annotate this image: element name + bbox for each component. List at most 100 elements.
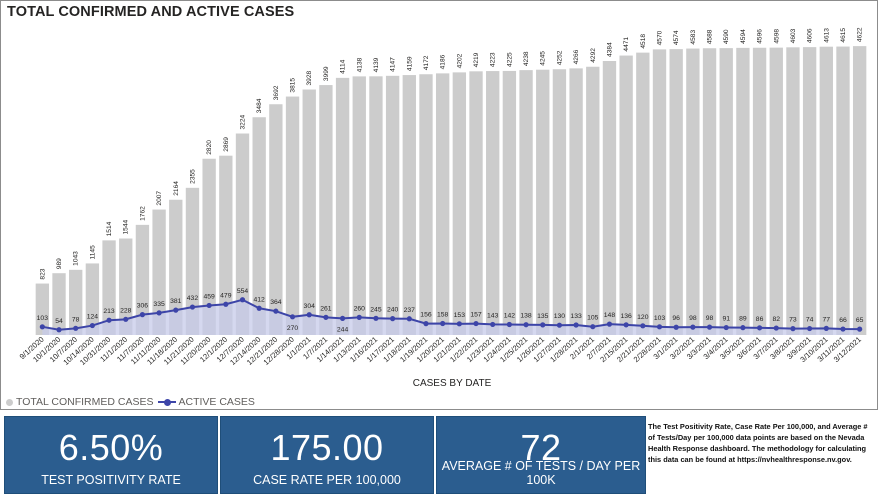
active-line-group xyxy=(39,297,863,333)
line-data-label: 381 xyxy=(170,298,182,305)
line-label-group: 103 54 78 124 213 228 306 335 381 432 459 479 554 412… xyxy=(37,288,864,334)
bar-data-label: 989 xyxy=(56,258,63,269)
chart-plot: 823 989 1043 1145 1514 1544 1762 2007 2164 2355 28… xyxy=(0,0,878,410)
active-point xyxy=(339,315,346,321)
bar xyxy=(602,61,617,335)
line-data-label: 554 xyxy=(237,288,249,295)
line-data-label: 78 xyxy=(72,316,80,323)
bar xyxy=(719,48,733,335)
active-point xyxy=(356,314,362,320)
active-point xyxy=(323,314,329,320)
bar-data-label: 4219 xyxy=(473,52,480,67)
kpi-label-case-rate: CASE RATE PER 100,000 xyxy=(253,473,401,487)
bar-data-label: 4245 xyxy=(540,51,547,66)
active-point xyxy=(790,326,796,332)
active-point xyxy=(840,326,846,332)
bar-data-label: 4238 xyxy=(523,51,530,66)
line-data-label: 91 xyxy=(722,316,730,323)
bar xyxy=(769,47,783,335)
x-axis-title: CASES BY DATE xyxy=(413,378,492,389)
active-point xyxy=(306,312,312,318)
bar-data-label: 2164 xyxy=(173,181,180,196)
active-point xyxy=(139,312,146,318)
line-data-label: 148 xyxy=(604,312,616,319)
bar xyxy=(102,240,116,335)
bar-data-label: 4603 xyxy=(790,28,797,43)
bar xyxy=(569,68,583,335)
active-point xyxy=(540,322,546,328)
bar xyxy=(135,224,150,335)
bar-data-label: 4590 xyxy=(723,29,730,44)
active-point xyxy=(656,324,663,330)
line-data-label: 479 xyxy=(220,292,232,299)
bar xyxy=(319,85,333,335)
kpi-card-positivity: 6.50% TEST POSITIVITY RATE xyxy=(4,416,218,494)
line-data-label: 459 xyxy=(203,293,215,300)
bar-data-label: 4574 xyxy=(673,30,680,45)
line-data-label: 158 xyxy=(437,312,449,319)
active-point xyxy=(239,297,246,303)
active-point xyxy=(189,304,196,310)
bar xyxy=(69,269,83,335)
bar-data-label: 4615 xyxy=(840,28,847,43)
legend-label-total: TOTAL CONFIRMED CASES xyxy=(16,396,154,408)
active-point xyxy=(39,324,45,330)
kpi-label-positivity: TEST POSITIVITY RATE xyxy=(41,473,181,487)
bar-data-label: 4583 xyxy=(690,30,697,45)
line-data-label: 98 xyxy=(689,315,697,322)
active-point xyxy=(173,307,179,313)
bar-data-label: 4252 xyxy=(556,50,563,65)
active-point xyxy=(807,325,813,332)
active-point xyxy=(223,301,229,307)
active-point xyxy=(256,305,262,311)
bar xyxy=(702,48,717,335)
line-data-label: 270 xyxy=(287,325,299,332)
line-data-label: 86 xyxy=(756,316,764,323)
kpi-card-case-rate: 175.00 CASE RATE PER 100,000 xyxy=(220,416,434,494)
bar xyxy=(852,46,867,335)
bar xyxy=(586,66,600,335)
bar-data-label: 4202 xyxy=(456,53,463,68)
active-point xyxy=(56,327,62,333)
bar xyxy=(35,283,50,335)
line-data-label: 124 xyxy=(87,314,99,321)
kpi-value-case-rate: 175.00 xyxy=(270,427,384,468)
bar xyxy=(519,70,533,335)
line-data-label: 98 xyxy=(706,315,714,322)
line-data-label: 120 xyxy=(637,314,649,321)
active-point xyxy=(423,321,429,327)
line-data-label: 96 xyxy=(672,315,680,322)
active-point xyxy=(573,322,579,328)
bar xyxy=(419,74,433,335)
legend-swatch-total xyxy=(6,398,13,406)
bar-data-label: 4596 xyxy=(757,29,764,44)
active-point xyxy=(490,321,496,328)
bar xyxy=(636,52,650,335)
bar-data-label: 4594 xyxy=(740,29,747,44)
bar xyxy=(252,117,266,335)
bar xyxy=(369,76,383,335)
bar xyxy=(502,70,517,335)
bar-data-label: 2007 xyxy=(156,191,163,206)
active-point xyxy=(690,324,696,330)
bar xyxy=(235,133,250,335)
bar-data-label: 1043 xyxy=(73,251,80,266)
line-data-label: 412 xyxy=(254,296,266,303)
bar xyxy=(285,96,300,335)
line-data-label: 103 xyxy=(37,315,49,322)
bar-data-label: 4598 xyxy=(773,29,780,44)
line-data-label: 432 xyxy=(187,295,199,302)
active-point xyxy=(456,321,462,327)
active-point xyxy=(623,322,629,328)
bar-data-label: 2820 xyxy=(206,140,213,155)
active-point xyxy=(857,326,863,332)
line-data-label: 77 xyxy=(823,316,831,323)
active-point xyxy=(473,320,479,327)
bar-data-label: 4225 xyxy=(506,52,513,67)
active-point xyxy=(773,325,779,331)
bar xyxy=(452,72,467,335)
active-point xyxy=(823,325,829,331)
active-point xyxy=(89,322,95,329)
bar-data-label: 4471 xyxy=(623,37,630,52)
active-point xyxy=(123,316,129,322)
